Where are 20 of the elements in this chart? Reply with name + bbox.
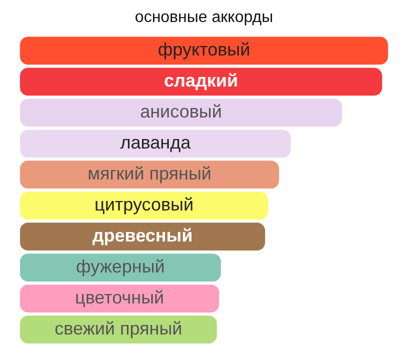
bar bbox=[20, 68, 382, 96]
bar bbox=[20, 130, 291, 158]
bar bbox=[20, 254, 221, 282]
bar bbox=[20, 284, 220, 312]
y-tick-label: свежий пряный bbox=[54, 318, 182, 338]
y-tick-label: цитрусовый bbox=[94, 194, 194, 215]
y-tick-label: лаванда bbox=[120, 132, 192, 153]
y-tick-label: фужерный bbox=[76, 256, 165, 277]
y-tick-label: мягкий пряный bbox=[88, 164, 212, 184]
y-tick-label: сладкий bbox=[164, 70, 238, 91]
bar bbox=[20, 36, 388, 65]
bar bbox=[20, 160, 280, 189]
y-tick-label: древесный bbox=[92, 226, 193, 246]
chart-title: основные аккорды bbox=[134, 9, 274, 26]
y-tick-label: анисовый bbox=[140, 102, 222, 122]
bar bbox=[20, 222, 266, 251]
bar bbox=[20, 192, 268, 220]
y-tick-label: цветочный bbox=[75, 288, 164, 308]
y-tick-label: фруктовый bbox=[158, 40, 250, 60]
bar bbox=[20, 98, 342, 127]
